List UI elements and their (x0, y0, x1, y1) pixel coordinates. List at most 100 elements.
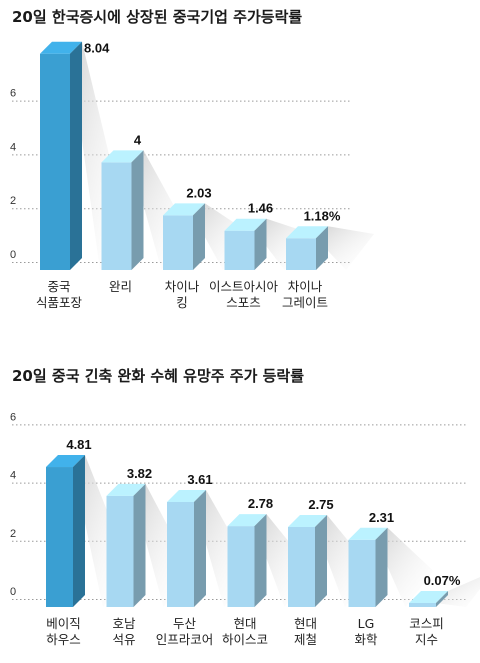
bar-shadow (436, 577, 480, 607)
category-label-line: 화학 (354, 632, 378, 647)
bar-top (106, 483, 146, 496)
data-label: 4 (134, 132, 142, 147)
bar-shadow (193, 203, 251, 270)
bar-side (316, 226, 328, 270)
category-label: 차이나 그레이트 (282, 279, 328, 310)
category-label-line: 차이나 (288, 279, 323, 294)
category-label-line: 현대 (294, 616, 317, 631)
bar (167, 489, 206, 607)
category-label: 코스피 지수 (409, 616, 444, 647)
bar-top (227, 514, 267, 527)
bar-side (73, 455, 85, 607)
bar-side (436, 591, 448, 607)
bar-top (167, 489, 206, 502)
data-label: 8.04 (84, 41, 110, 56)
bar-top (224, 218, 267, 231)
bar-side (315, 514, 327, 607)
bar-side (194, 489, 206, 607)
category-label-line: 차이나 (165, 279, 200, 294)
data-label: 1.46 (248, 201, 273, 216)
data-label: 4.81 (66, 437, 91, 452)
bar-side (131, 150, 144, 270)
category-label-line: 식품포장 (36, 295, 83, 310)
bar (286, 226, 328, 270)
bar-side (254, 514, 267, 607)
y-tick-label: 6 (10, 88, 16, 100)
category-label-line: 하이스코 (222, 632, 268, 647)
category-label-line: 그레이트 (282, 295, 328, 310)
bar (348, 527, 388, 607)
category-label-line: 중국 (47, 279, 70, 294)
bar-shadow (316, 226, 374, 270)
bar-front (46, 467, 73, 607)
bar-side (375, 527, 388, 607)
category-label: 두산 인프라코어 (156, 616, 214, 647)
category-label: 베이직 하우스 (46, 616, 81, 647)
category-label: 현대 하이스코 (222, 616, 268, 647)
category-label-line: 두산 (173, 616, 197, 631)
data-label: 2.31 (369, 510, 394, 525)
bar (101, 150, 144, 270)
category-label-line: 베이직 (46, 616, 81, 631)
bar-front (286, 238, 316, 270)
bar-top (46, 455, 85, 468)
category-label: 현대 제철 (294, 616, 317, 647)
bar-front (348, 539, 376, 607)
chart-title: 20일 중국 긴축 완화 수혜 유망주 주가 등락률 (12, 367, 304, 385)
bar-front (106, 495, 134, 607)
bar-front (227, 526, 255, 607)
data-label: 3.61 (187, 472, 212, 487)
data-label: 2.03 (186, 185, 211, 200)
category-label: 완리 (109, 279, 132, 294)
bar-top (40, 41, 82, 54)
category-label-line: 킹 (176, 295, 188, 310)
bar-top (409, 591, 448, 603)
bar-top (288, 514, 327, 527)
bar (288, 514, 327, 607)
category-label: LG 화학 (354, 616, 378, 647)
category-label: 차이나 킹 (165, 279, 200, 310)
category-label-line: 완리 (109, 279, 132, 294)
category-label-line: 현대 (233, 616, 256, 631)
bar-side (70, 41, 82, 270)
y-tick-label: 0 (10, 586, 16, 598)
chart-title: 20일 한국증시에 상장된 중국기업 주가등락률 (12, 8, 302, 26)
bar-front (101, 162, 132, 270)
bar-front (288, 526, 315, 607)
bar-top (101, 150, 144, 163)
category-label: 호남 석유 (112, 616, 136, 647)
data-label: 3.82 (127, 466, 152, 481)
category-label-line: LG (358, 616, 375, 631)
y-tick-label: 4 (10, 470, 16, 482)
category-label-line: 하우스 (46, 632, 81, 647)
chart-top: 20일 한국증시에 상장된 중국기업 주가등락률 0 2 4 6 8.04 중국 식품포장 4 완… (10, 8, 374, 310)
category-label-line: 제철 (294, 632, 317, 647)
category-label-line: 지수 (415, 632, 438, 647)
chart-bottom: 20일 중국 긴축 완화 수혜 유망주 주가 등락률 0 2 4 6 4.81 베이직 하우스… (10, 367, 480, 647)
category-label-line: 호남 (112, 616, 136, 631)
bar-front (167, 501, 194, 607)
bar-side (193, 203, 205, 270)
category-label-line: 코스피 (409, 616, 444, 631)
category-label-line: 스포츠 (226, 295, 261, 310)
y-tick-label: 6 (10, 411, 16, 423)
y-tick-label: 4 (10, 141, 16, 153)
bar (409, 591, 448, 607)
bar (40, 41, 82, 270)
bar (46, 455, 85, 607)
bar (163, 203, 205, 270)
data-label: 2.75 (308, 497, 333, 512)
bar-front (409, 603, 436, 607)
bar-side (133, 483, 146, 607)
bar (106, 483, 146, 607)
bar (224, 218, 267, 270)
category-label: 이스트아시아 스포츠 (209, 279, 279, 310)
category-label: 중국 식품포장 (36, 279, 83, 310)
data-label: 1.18% (304, 208, 341, 223)
data-label: 0.07% (424, 573, 461, 588)
data-label: 2.78 (248, 496, 273, 511)
bar-front (224, 230, 255, 270)
bar-front (163, 215, 193, 270)
bar (227, 514, 267, 607)
